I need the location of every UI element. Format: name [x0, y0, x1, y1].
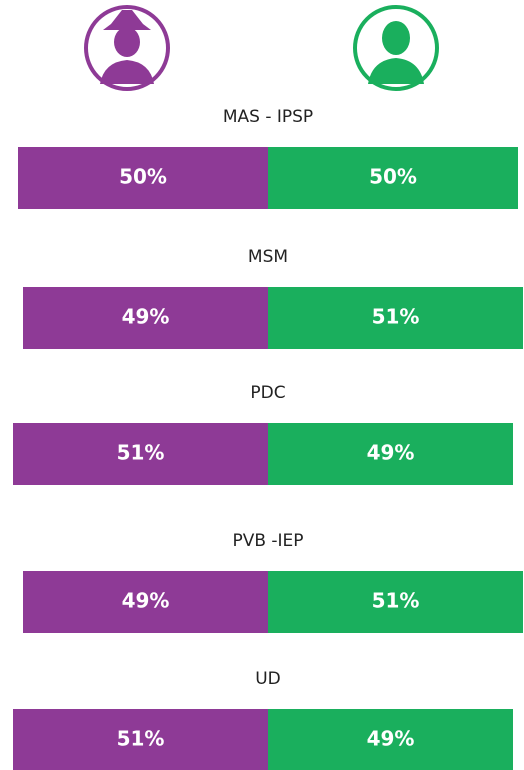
bar-segment [268, 571, 523, 633]
woman-icon [84, 5, 170, 91]
value-label: 51% [372, 305, 420, 329]
bar-segment [23, 571, 268, 633]
value-label: 50% [369, 165, 417, 189]
bar-segment [268, 287, 523, 349]
bar-segment [23, 287, 268, 349]
value-label: 51% [372, 589, 420, 613]
bar-segment [268, 709, 513, 770]
value-label: 50% [119, 165, 167, 189]
value-label: 51% [117, 441, 165, 465]
category-label: MSM [248, 247, 288, 267]
category-label: UD [255, 669, 281, 689]
value-label: 49% [367, 441, 415, 465]
category-label: PVB -IEP [232, 531, 303, 551]
value-label: 49% [122, 589, 170, 613]
bar-segment [268, 147, 518, 209]
value-label: 49% [367, 727, 415, 751]
value-label: 51% [117, 727, 165, 751]
bar-segment [13, 423, 268, 485]
bar-segment [18, 147, 268, 209]
bar-segment [13, 709, 268, 770]
man-icon [353, 5, 439, 91]
category-label: MAS - IPSP [223, 107, 313, 127]
category-label: PDC [250, 383, 285, 403]
bar-segment [268, 423, 513, 485]
value-label: 49% [122, 305, 170, 329]
